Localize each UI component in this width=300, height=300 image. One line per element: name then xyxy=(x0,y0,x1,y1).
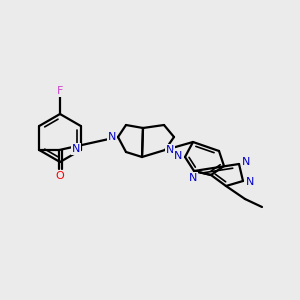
Text: N: N xyxy=(72,144,80,154)
Text: N: N xyxy=(189,173,197,183)
Text: N: N xyxy=(108,132,116,142)
Text: N: N xyxy=(242,157,250,167)
Text: N: N xyxy=(246,177,254,187)
Text: F: F xyxy=(57,86,63,96)
Text: O: O xyxy=(56,171,64,181)
Text: N: N xyxy=(174,151,182,161)
Text: N: N xyxy=(166,145,174,155)
